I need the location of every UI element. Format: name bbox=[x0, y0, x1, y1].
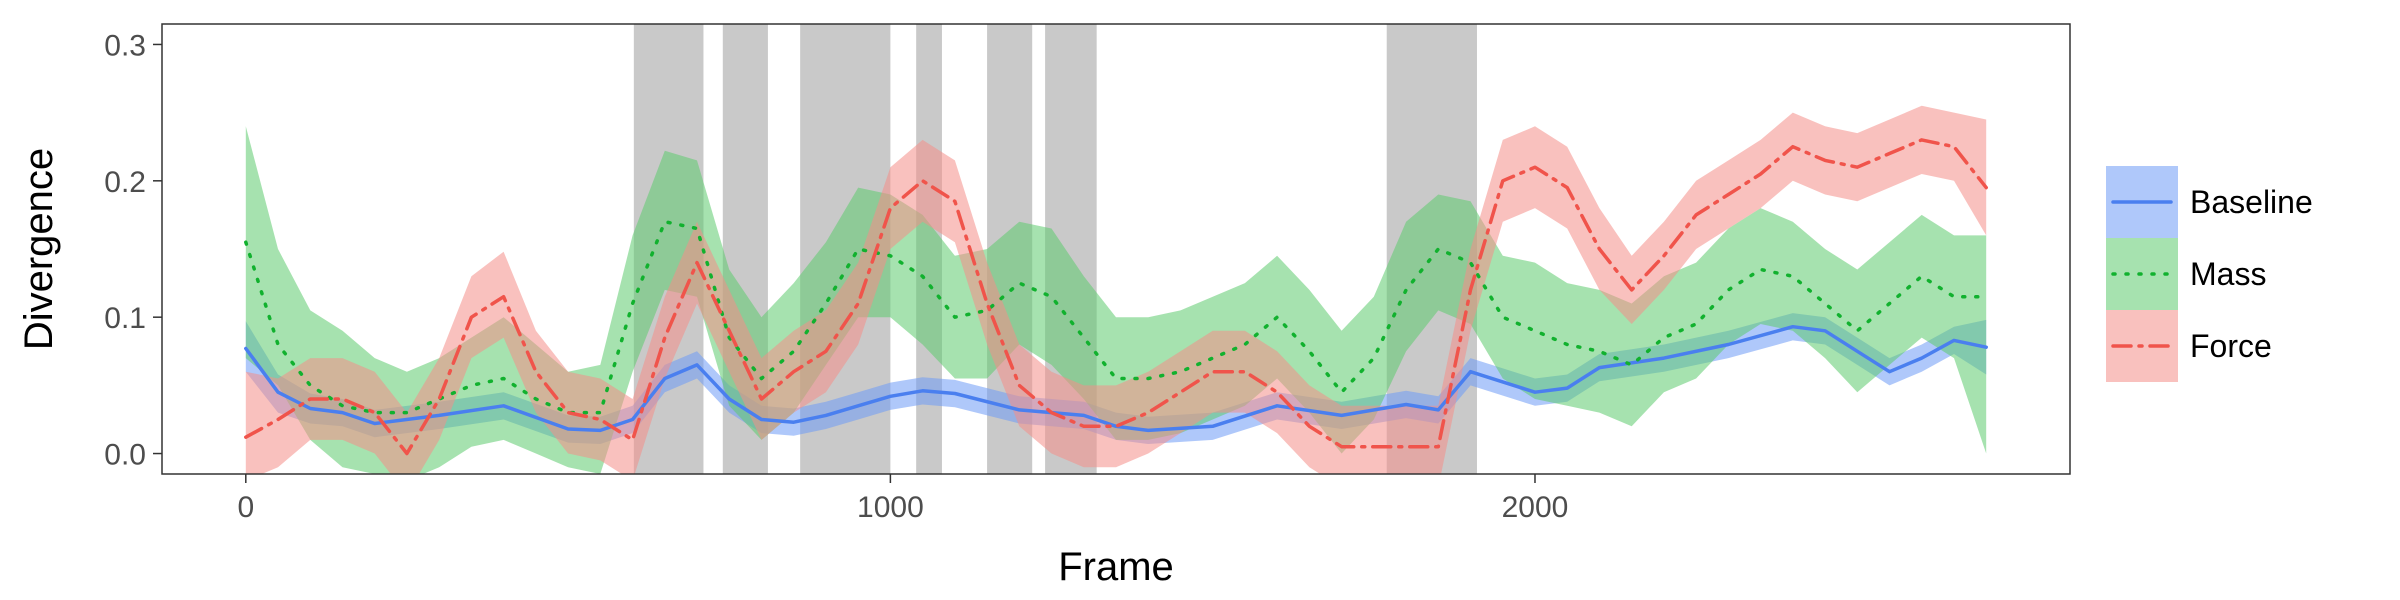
y-axis: 0.0 0.1 0.2 0.3 bbox=[104, 29, 162, 472]
x-tick-label: 0 bbox=[237, 491, 254, 524]
legend-label: Mass bbox=[2190, 256, 2266, 292]
confidence-bands bbox=[245, 105, 1987, 474]
band-force bbox=[245, 105, 1987, 474]
legend-label: Baseline bbox=[2190, 184, 2313, 220]
legend-label: Force bbox=[2190, 328, 2272, 364]
y-tick-label: 0.2 bbox=[104, 166, 146, 199]
line-force bbox=[244, 138, 1988, 456]
y-tick-label: 0.0 bbox=[104, 439, 146, 472]
x-tick-label: 1000 bbox=[857, 491, 924, 524]
band-mass bbox=[245, 126, 1987, 474]
y-tick-label: 0.1 bbox=[104, 302, 146, 335]
x-axis: 0 1000 2000 bbox=[237, 474, 1568, 524]
series-lines bbox=[244, 138, 1988, 456]
line-mass bbox=[244, 219, 1988, 415]
x-tick-label: 2000 bbox=[1502, 491, 1569, 524]
plot-border bbox=[161, 23, 2071, 475]
legend-item-force: Force bbox=[2106, 310, 2272, 382]
x-axis-title: Frame bbox=[1058, 545, 1174, 589]
legend-item-mass: Mass bbox=[2106, 238, 2266, 310]
legend: Baseline Mass Force bbox=[2106, 166, 2313, 382]
plot-area bbox=[244, 24, 1988, 474]
y-axis-title: Divergence bbox=[17, 148, 61, 350]
legend-item-baseline: Baseline bbox=[2106, 166, 2313, 238]
y-tick-label: 0.3 bbox=[104, 29, 146, 62]
